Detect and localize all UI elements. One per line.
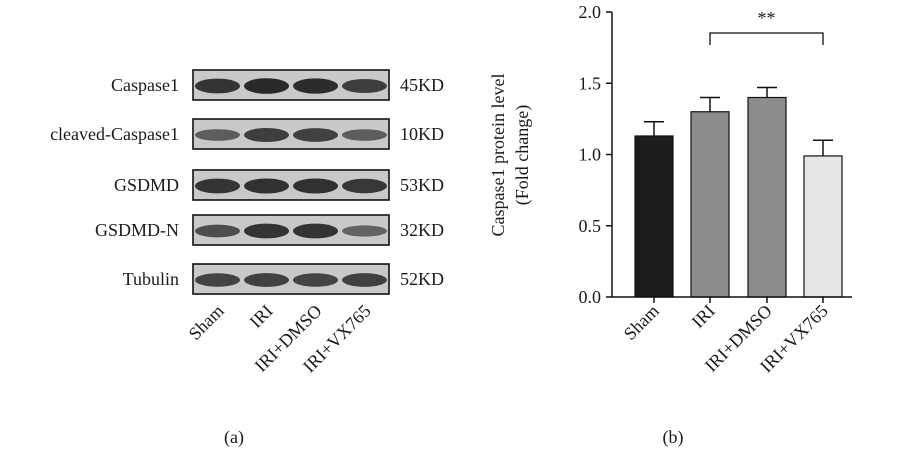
y-axis: 0.0 0.5 1.0 1.5 2.0 — [579, 2, 613, 307]
blot-band — [194, 224, 241, 238]
protein-label: GSDMD-N — [95, 220, 179, 240]
x-tick-label: IRI — [688, 301, 719, 332]
y-tick-label: 0.5 — [579, 216, 602, 236]
significance-label: ** — [758, 8, 776, 28]
blot-band — [341, 273, 388, 287]
bar — [803, 155, 843, 298]
blot-row: Caspase1 45KD — [111, 69, 444, 101]
blot-band — [243, 128, 290, 142]
protein-label: Caspase1 — [111, 75, 179, 95]
blot-band — [341, 225, 388, 237]
bar — [634, 135, 674, 298]
y-tick-label: 0.0 — [579, 287, 602, 307]
blot-band — [243, 223, 290, 239]
protein-label: cleaved-Caspase1 — [50, 124, 179, 144]
significance-bracket: ** — [709, 8, 824, 45]
protein-label: Tubulin — [123, 269, 179, 289]
blot-band — [243, 178, 290, 194]
blot-band — [292, 223, 339, 239]
significance-line — [709, 32, 824, 45]
error-bars — [644, 86, 833, 156]
blot-band — [194, 78, 241, 94]
y-tick-label: 1.5 — [579, 73, 602, 93]
blot-band — [194, 178, 241, 194]
lane-label: Sham — [185, 301, 228, 344]
molecular-weight-label: 32KD — [400, 220, 444, 240]
blot-band — [243, 273, 290, 287]
blot-band — [341, 178, 388, 194]
blot-row: Tubulin 52KD — [123, 263, 444, 295]
protein-label: GSDMD — [114, 175, 179, 195]
blot-row: GSDMD 53KD — [114, 169, 444, 201]
blot-row: cleaved-Caspase1 10KD — [50, 118, 444, 150]
blot-band — [292, 128, 339, 142]
y-axis-label-line2: (Fold change) — [512, 105, 533, 205]
bars — [634, 96, 843, 298]
blot-band — [194, 273, 241, 287]
blot-band — [243, 78, 290, 94]
blot-band — [292, 178, 339, 194]
blot-band — [292, 78, 339, 94]
x-tick-label: Sham — [620, 301, 663, 344]
molecular-weight-label: 52KD — [400, 269, 444, 289]
blot-rows: Caspase1 45KD cleaved-Caspase1 10KD GSDMD 53K… — [50, 69, 444, 295]
y-tick-label: 1.0 — [579, 145, 602, 165]
bar — [690, 111, 730, 298]
blot-row: GSDMD-N 32KD — [95, 214, 444, 246]
blot-band — [341, 79, 388, 93]
western-blot-panel: Caspase1 45KD cleaved-Caspase1 10KD GSDMD 53K… — [50, 69, 444, 448]
blot-band — [194, 129, 241, 141]
molecular-weight-label: 45KD — [400, 75, 444, 95]
bar — [747, 96, 787, 298]
panel-a-label: (a) — [224, 427, 244, 448]
molecular-weight-label: 53KD — [400, 175, 444, 195]
blot-band — [341, 129, 388, 141]
bar-chart-panel: Caspase1 protein level (Fold change) 0.0… — [488, 2, 852, 448]
panel-b-label: (b) — [663, 427, 684, 448]
lane-label: IRI — [246, 301, 277, 332]
blot-band — [292, 273, 339, 287]
y-tick-label: 2.0 — [579, 2, 602, 22]
y-axis-label: Caspase1 protein level (Fold change) — [488, 74, 533, 237]
y-axis-label-line1: Caspase1 protein level — [488, 74, 508, 237]
molecular-weight-label: 10KD — [400, 124, 444, 144]
